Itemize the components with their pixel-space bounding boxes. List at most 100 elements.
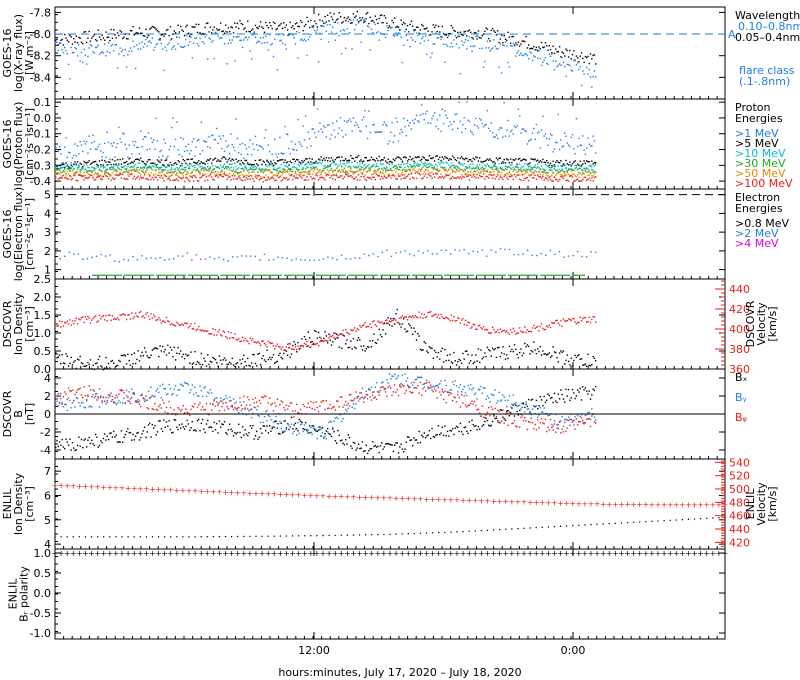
data-point <box>199 363 201 366</box>
data-point <box>589 171 592 174</box>
data-point <box>245 174 248 176</box>
data-point <box>404 170 406 172</box>
data-point <box>363 160 365 162</box>
data-point <box>78 174 80 176</box>
data-point <box>567 168 570 170</box>
data-point <box>83 48 85 50</box>
data-point <box>111 315 114 317</box>
data-point <box>560 165 562 167</box>
data-point <box>55 39 57 41</box>
data-point <box>575 179 578 181</box>
data-point <box>271 165 273 167</box>
ytick-label: -2 <box>40 426 51 439</box>
data-point <box>279 346 281 348</box>
data-point <box>128 175 130 177</box>
data-point <box>417 165 419 167</box>
data-point <box>277 176 280 179</box>
data-point <box>247 175 249 177</box>
data-point <box>537 174 539 177</box>
data-point <box>515 158 517 160</box>
data-point <box>181 155 183 158</box>
data-point <box>317 158 320 160</box>
data-point <box>339 333 342 335</box>
data-point <box>553 166 556 168</box>
data-point <box>281 178 284 181</box>
data-point <box>107 164 110 166</box>
data-point <box>311 178 313 180</box>
data-point <box>267 144 270 146</box>
data-point <box>386 322 388 325</box>
data-point <box>134 178 137 180</box>
data-point <box>524 342 526 345</box>
data-point <box>84 438 87 440</box>
data-point <box>355 330 357 332</box>
data-point <box>122 313 124 315</box>
data-point <box>114 44 116 46</box>
data-point <box>395 252 397 254</box>
data-point <box>101 165 103 167</box>
data-point <box>393 323 396 325</box>
data-point <box>587 161 589 163</box>
data-point <box>375 342 378 344</box>
data-point <box>170 126 173 129</box>
data-point <box>497 329 499 331</box>
data-point <box>534 169 536 172</box>
data-point <box>268 21 271 24</box>
data-point <box>522 40 525 42</box>
data-point <box>151 349 154 351</box>
data-point <box>574 160 576 162</box>
data-point <box>177 43 179 45</box>
data-point <box>360 175 362 178</box>
data-point <box>115 44 117 46</box>
data-point <box>466 48 468 50</box>
data-point <box>427 166 429 169</box>
data-point <box>423 162 425 164</box>
data-point <box>228 157 231 160</box>
data-point <box>410 128 413 130</box>
data-point <box>357 166 360 168</box>
data-point <box>570 165 572 167</box>
data-point <box>259 21 262 23</box>
data-point <box>529 165 531 167</box>
data-point <box>62 51 65 54</box>
data-point <box>66 168 68 170</box>
data-point <box>79 162 81 165</box>
data-point <box>338 176 340 179</box>
data-point <box>527 58 530 60</box>
data-point <box>165 354 168 356</box>
data-point <box>198 159 200 162</box>
data-point <box>520 171 522 173</box>
data-point <box>127 54 129 56</box>
data-point <box>173 346 175 348</box>
data-point <box>546 174 548 176</box>
data-point <box>82 258 84 260</box>
data-point <box>426 53 428 56</box>
data-point <box>387 174 389 176</box>
data-point <box>382 177 384 180</box>
data-point <box>491 47 494 49</box>
data-point <box>341 129 343 132</box>
data-point <box>595 163 597 166</box>
data-point <box>165 157 168 159</box>
data-point <box>513 169 516 171</box>
data-point <box>165 175 168 178</box>
data-point <box>384 17 387 19</box>
data-point <box>286 169 289 171</box>
data-point <box>453 170 455 173</box>
data-point <box>116 174 119 176</box>
data-point <box>159 319 161 321</box>
data-point <box>216 174 218 177</box>
data-point <box>207 145 209 148</box>
data-point <box>147 41 150 43</box>
data-point <box>292 158 294 161</box>
data-point <box>511 175 513 177</box>
data-point <box>539 173 541 176</box>
data-point <box>288 173 290 175</box>
data-point <box>159 256 161 259</box>
data-point <box>275 28 277 31</box>
data-point <box>178 352 181 355</box>
data-point <box>159 39 161 41</box>
data-point <box>159 176 161 179</box>
data-point <box>453 156 455 159</box>
data-point <box>177 160 179 162</box>
